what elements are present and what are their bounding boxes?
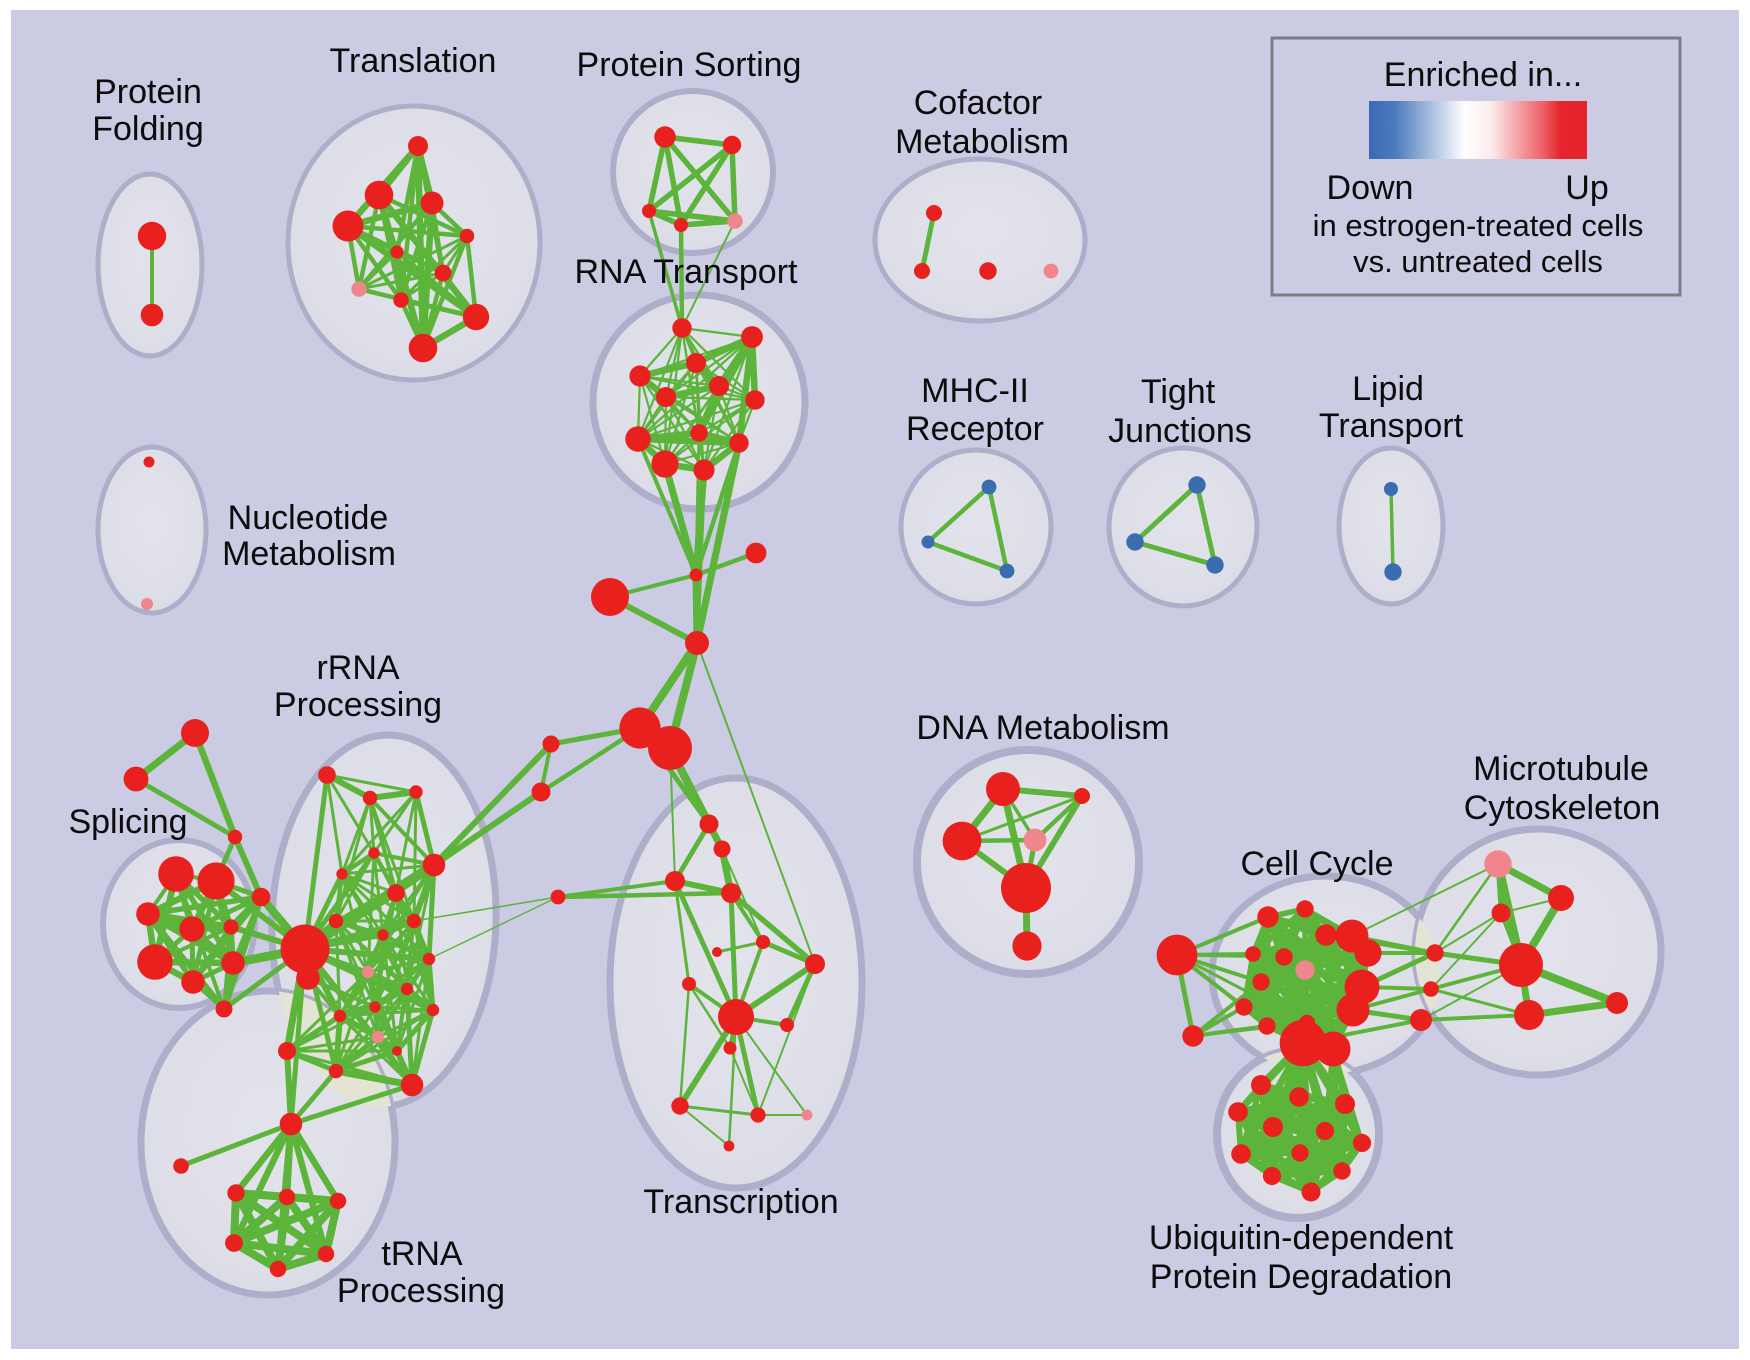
svg-text:Processing: Processing bbox=[337, 1272, 505, 1310]
svg-text:Protein: Protein bbox=[94, 73, 202, 111]
svg-text:RNA Transport: RNA Transport bbox=[575, 253, 799, 291]
svg-text:Microtubule: Microtubule bbox=[1473, 750, 1649, 788]
svg-text:Folding: Folding bbox=[92, 110, 204, 148]
svg-text:Junctions: Junctions bbox=[1108, 412, 1252, 450]
svg-text:Transcription: Transcription bbox=[643, 1183, 838, 1221]
svg-text:in estrogen-treated cells: in estrogen-treated cells bbox=[1313, 208, 1644, 243]
svg-text:rRNA: rRNA bbox=[316, 649, 399, 687]
svg-text:Enriched in...: Enriched in... bbox=[1384, 56, 1582, 94]
svg-text:Protein Degradation: Protein Degradation bbox=[1150, 1258, 1452, 1296]
svg-text:Down: Down bbox=[1327, 169, 1414, 207]
svg-text:Metabolism: Metabolism bbox=[895, 123, 1069, 161]
svg-text:Cytoskeleton: Cytoskeleton bbox=[1464, 789, 1661, 827]
svg-text:Cell Cycle: Cell Cycle bbox=[1240, 845, 1393, 883]
svg-text:MHC-II: MHC-II bbox=[921, 372, 1029, 410]
svg-text:Up: Up bbox=[1565, 169, 1608, 207]
svg-text:vs. untreated cells: vs. untreated cells bbox=[1353, 244, 1603, 279]
svg-text:Translation: Translation bbox=[330, 42, 497, 80]
svg-text:Tight: Tight bbox=[1141, 373, 1216, 411]
svg-text:Splicing: Splicing bbox=[68, 803, 187, 841]
svg-text:Metabolism: Metabolism bbox=[222, 535, 396, 573]
svg-text:Cofactor: Cofactor bbox=[914, 84, 1043, 122]
svg-text:Transport: Transport bbox=[1319, 407, 1464, 445]
svg-text:Ubiquitin-dependent: Ubiquitin-dependent bbox=[1149, 1219, 1454, 1257]
svg-text:DNA Metabolism: DNA Metabolism bbox=[916, 709, 1169, 747]
svg-text:Receptor: Receptor bbox=[906, 410, 1044, 448]
svg-text:Lipid: Lipid bbox=[1352, 370, 1424, 408]
svg-text:Protein Sorting: Protein Sorting bbox=[577, 46, 802, 84]
svg-text:tRNA: tRNA bbox=[381, 1235, 463, 1273]
svg-text:Nucleotide: Nucleotide bbox=[228, 499, 389, 537]
svg-text:Processing: Processing bbox=[274, 686, 442, 724]
